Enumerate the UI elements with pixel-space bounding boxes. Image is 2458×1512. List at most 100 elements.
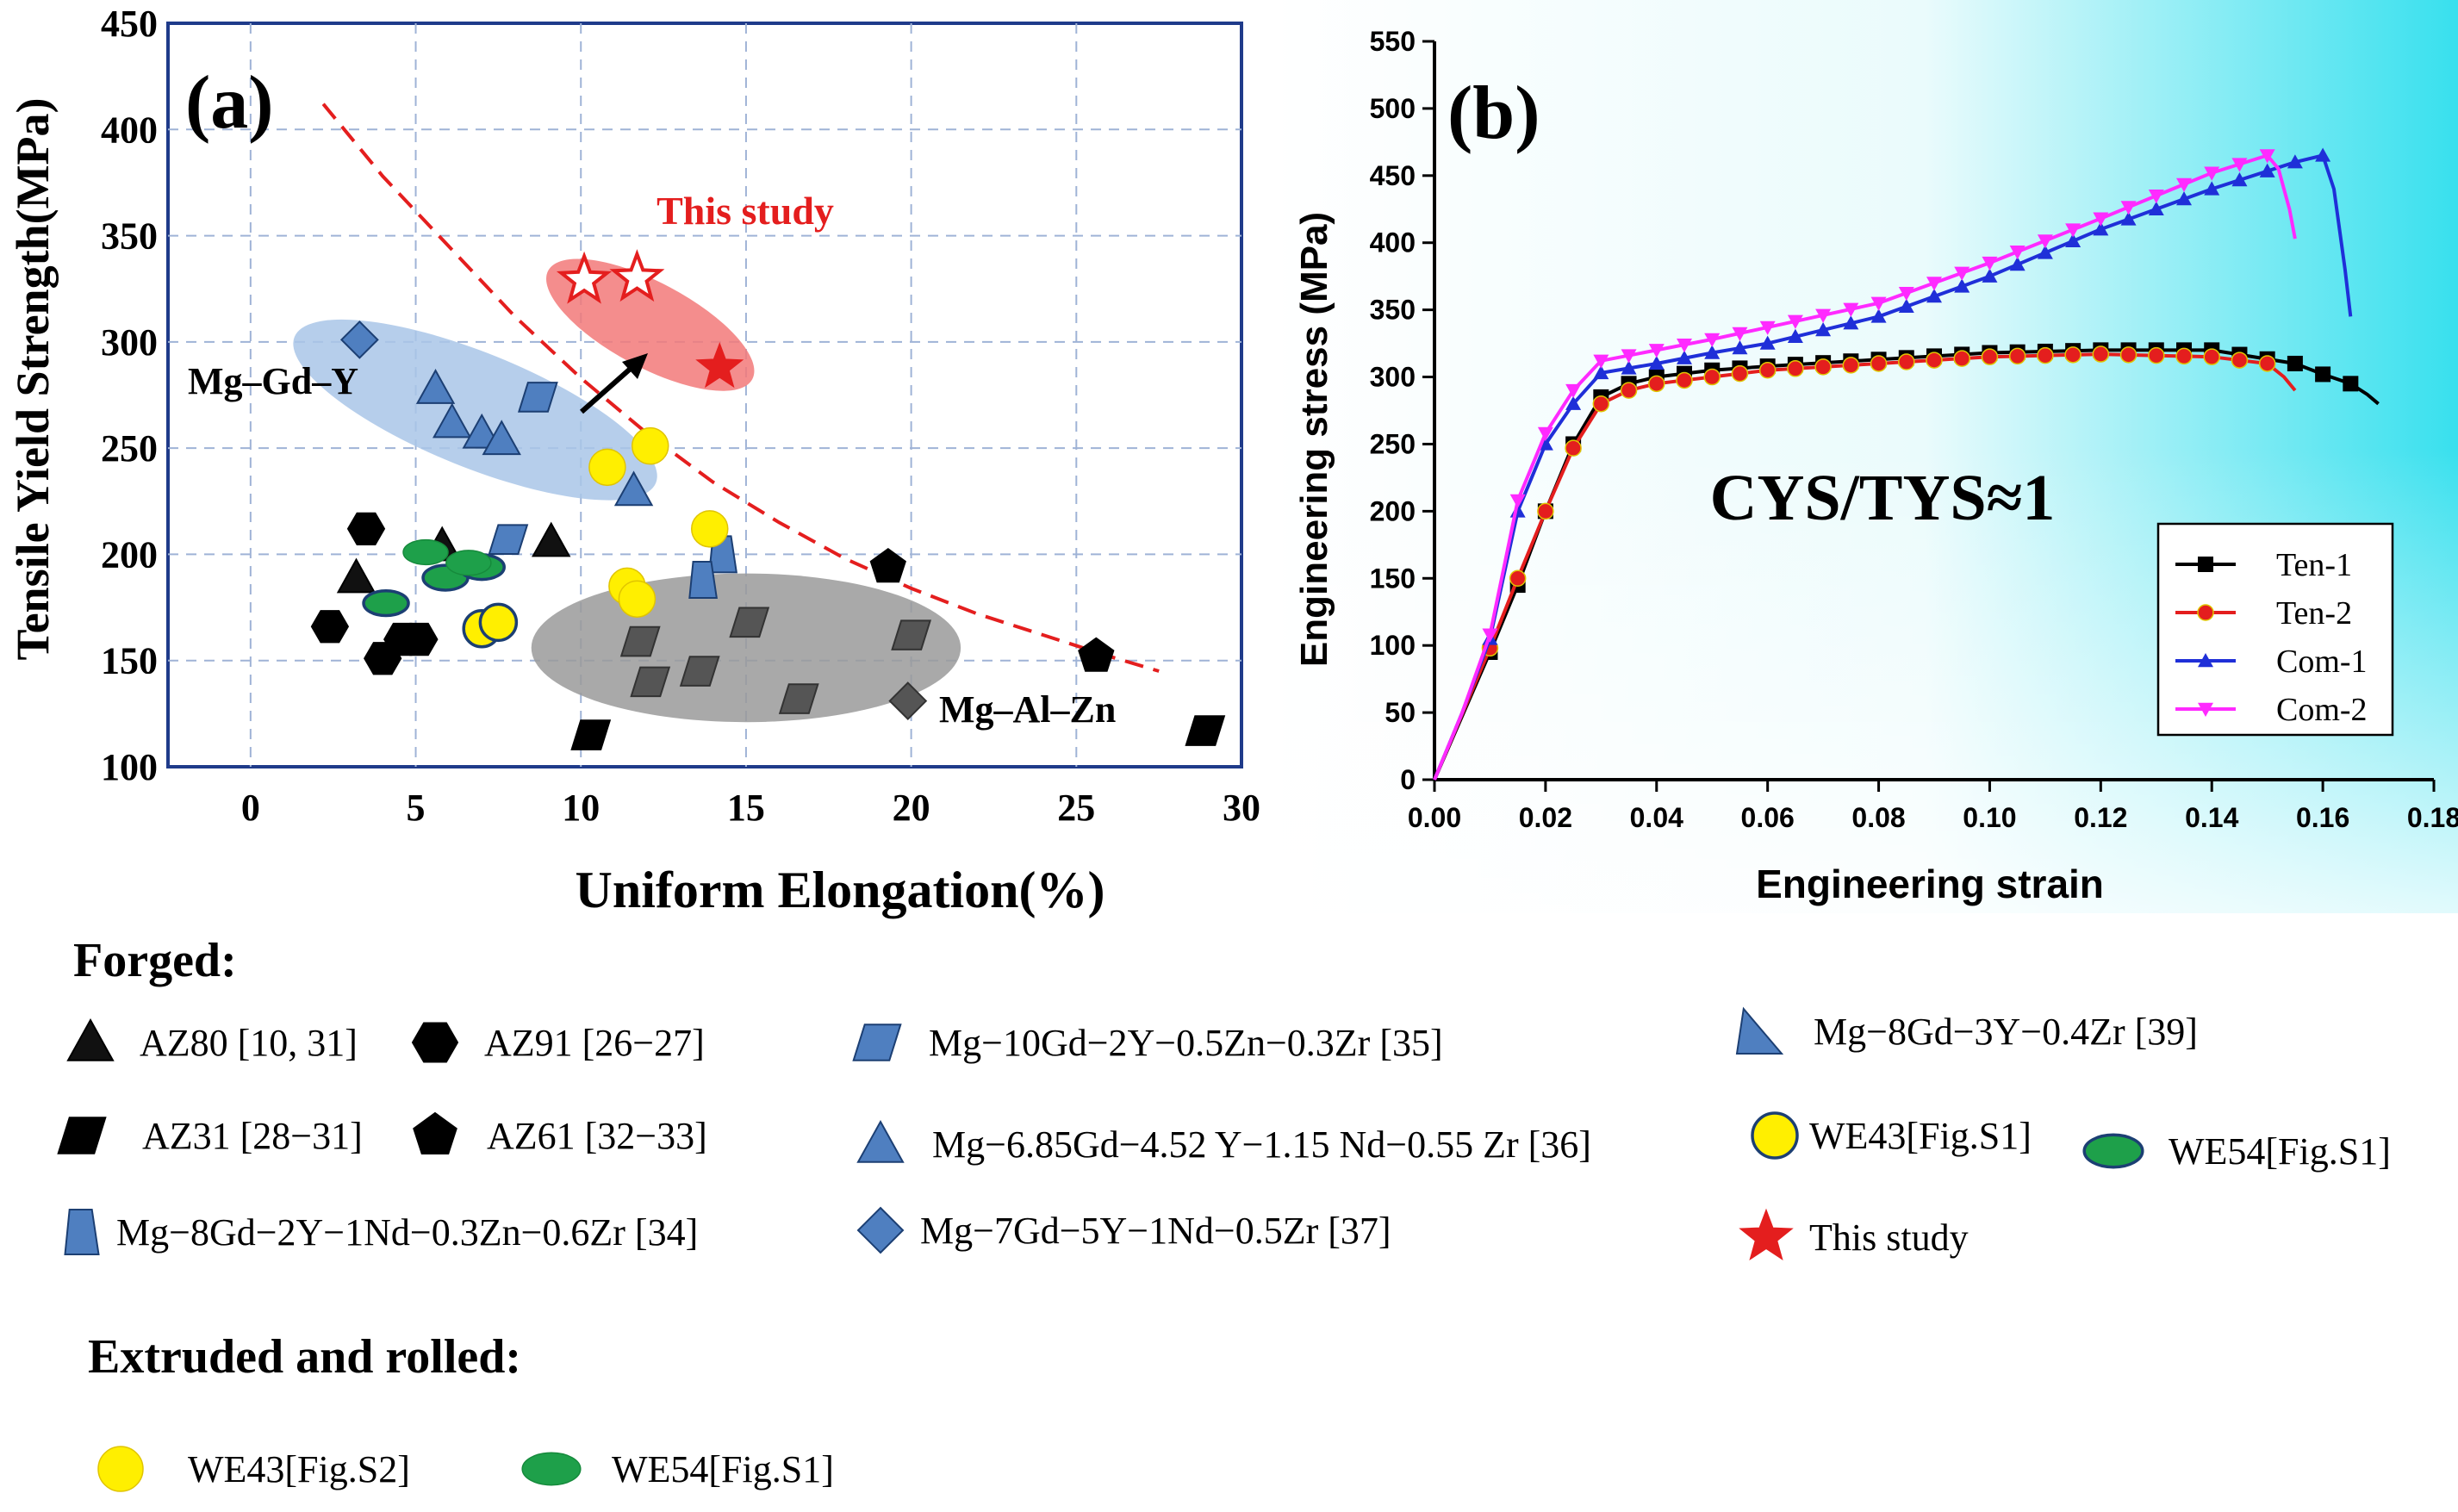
panel-b-tick-labels: 0.00 0.02 0.04 0.06 0.08 0.10 0.12 0.14 0.16 0.18… [1370,26,2458,833]
legend-symbol [411,1022,459,1063]
point-mg-6-85gd-4-52y-1-15nd-0-55zr-36 [432,402,472,439]
marker-com-1 [2231,172,2248,187]
point-az80-10-31 [532,521,571,557]
marker-com-2 [2009,246,2026,260]
panel-b-legend: Ten-1 Ten-2 Com-1 Com-2 [2156,522,2394,737]
y-tick-label: 250 [1370,428,1416,459]
marker-com-2 [1787,314,1803,329]
legend-symbol [57,1117,107,1154]
legend-entry-az31-28-31: AZ31 [28−31] [57,1115,363,1157]
marker-com-1 [1677,350,1692,364]
marker-com-1 [2287,154,2303,169]
marker-com-1 [1565,395,1582,410]
y-tick-label: 550 [1370,26,1416,57]
marker-com-2 [1982,256,1998,271]
marker-ten-2 [1648,375,1665,393]
legend-entry-label: WE43[Fig.S2] [188,1448,410,1490]
legend-entry-az91-26-27: AZ91 [26−27] [411,1022,705,1064]
legend-marker-com-1 [2198,653,2213,668]
legend-symbol [856,1119,905,1163]
marker-com-2 [1732,327,1748,341]
marker-com-2 [1898,286,1914,302]
x-tick-label: 0.04 [1630,802,1683,833]
point-az61-32-33 [1078,637,1115,672]
legend-entry-label: WE54[Fig.S1] [2169,1130,2391,1173]
point-mg-10gd-2y-0-5zn-0-3zr-35 [488,524,529,555]
marker-ten-2 [1842,357,1860,374]
y-tick-label: 350 [1370,295,1416,326]
marker-ten-2 [1926,352,1943,369]
panel-b-y-axis-label: Engineering stress (MPa) [1293,212,1335,667]
marker-com-1 [2037,245,2053,259]
legend-extruded-title: Extruded and rolled: [88,1330,521,1384]
legend-item-com-1: Com-1 [2175,644,2368,680]
marker-com-2 [1926,277,1942,291]
panel-b-x-axis-label: Engineering strain [1756,862,2104,906]
point-az31-28-31 [570,719,612,750]
marker-ten-2 [1620,382,1638,399]
legend-entry-we54-fig-s1: WE54[Fig.S1] [521,1448,834,1490]
marker-com-1 [2204,181,2220,196]
x-tick-label: 0.14 [2185,802,2238,833]
marker-ten-2 [1953,350,1970,367]
legend-label: Com-1 [2276,644,2368,680]
marker-com-1 [2259,163,2275,177]
marker-com-2 [1593,354,1609,369]
legend-entry-label: Mg−6.85Gd−4.52 Y−1.15 Nd−0.55 Zr [36] [932,1123,1591,1166]
legend-symbol [1735,1006,1784,1055]
x-tick-label: 30 [1223,787,1260,829]
marker-com-1 [2093,221,2109,236]
panel-a-y-axis-label: Tensile Yield Strength(MPa) [7,98,59,661]
x-tick-label: 0.12 [2074,802,2127,833]
marker-ten-2 [1814,358,1832,376]
legend-label: Com-2 [2276,692,2368,728]
legend-entry-label: Mg−7Gd−5Y−1Nd−0.5Zr [37] [920,1210,1391,1252]
marker-ten-2 [1676,371,1693,389]
marker-com-1 [1982,268,1998,283]
legend-entry-this-study: This study [1739,1208,1969,1261]
y-tick-label: 50 [1385,697,1416,728]
y-tick-label: 0 [1400,764,1416,795]
panel-b-series [1433,147,2380,781]
marker-ten-2 [2258,355,2276,372]
point-we43-fig-s2 [691,510,729,548]
legend-entry-we43-fig-s2: WE43[Fig.S2] [97,1446,410,1492]
marker-ten-2 [1981,348,1999,365]
marker-ten-2 [2008,347,2026,365]
marker-com-2 [1704,333,1721,347]
legend-symbol [97,1446,144,1492]
legend-entry-mg-8gd-3y-0-4zr-39: Mg−8Gd−3Y−0.4Zr [39] [1735,1006,2198,1055]
marker-com-2 [2176,177,2192,192]
marker-ten-1 [2343,376,2359,392]
point-mg-al-zn-grey [729,607,770,638]
annotation-this-study: This study [657,189,834,233]
legend-entry-label: Mg−10Gd−2Y−0.5Zn−0.3Zr [35] [929,1022,1443,1064]
y-tick-label: 500 [1370,93,1416,124]
marker-com-1 [1954,278,1970,293]
x-tick-label: 0 [241,787,260,829]
region-mg-gd-y [293,319,657,501]
legend-symbol [1739,1208,1794,1261]
series-com-2 [1433,149,2297,781]
point-mg-al-zn-grey [630,666,671,698]
legend-entry-label: Mg−8Gd−2Y−1Nd−0.3Zn−0.6Zr [34] [116,1211,698,1254]
legend-entry-az61-32-33: AZ61 [32−33] [413,1111,707,1157]
marker-ten-2 [1787,360,1804,377]
y-tick-label: 400 [1370,227,1416,258]
panel-a-arrow [580,353,648,414]
legend-entries: AZ80 [10, 31] AZ91 [26−27] Mg−10Gd−2Y−0.5Z… [57,1006,2391,1492]
legend-entry-label: WE43[Fig.S1] [1809,1115,2032,1157]
marker-ten-2 [1509,569,1527,588]
marker-com-2 [2120,201,2137,215]
x-tick-label: 10 [562,787,600,829]
annotation-mg-gd-y: Mg–Gd–Y [188,360,358,402]
marker-ten-2 [1703,368,1721,386]
marker-com-2 [2204,166,2220,181]
legend-entry-label: AZ31 [28−31] [142,1115,363,1157]
panel-b-axes [1433,41,2434,781]
legend-symbol [64,1209,100,1255]
legend-symbol [852,1024,902,1061]
y-tick-label: 300 [101,321,158,364]
marker-com-1 [1593,364,1609,380]
